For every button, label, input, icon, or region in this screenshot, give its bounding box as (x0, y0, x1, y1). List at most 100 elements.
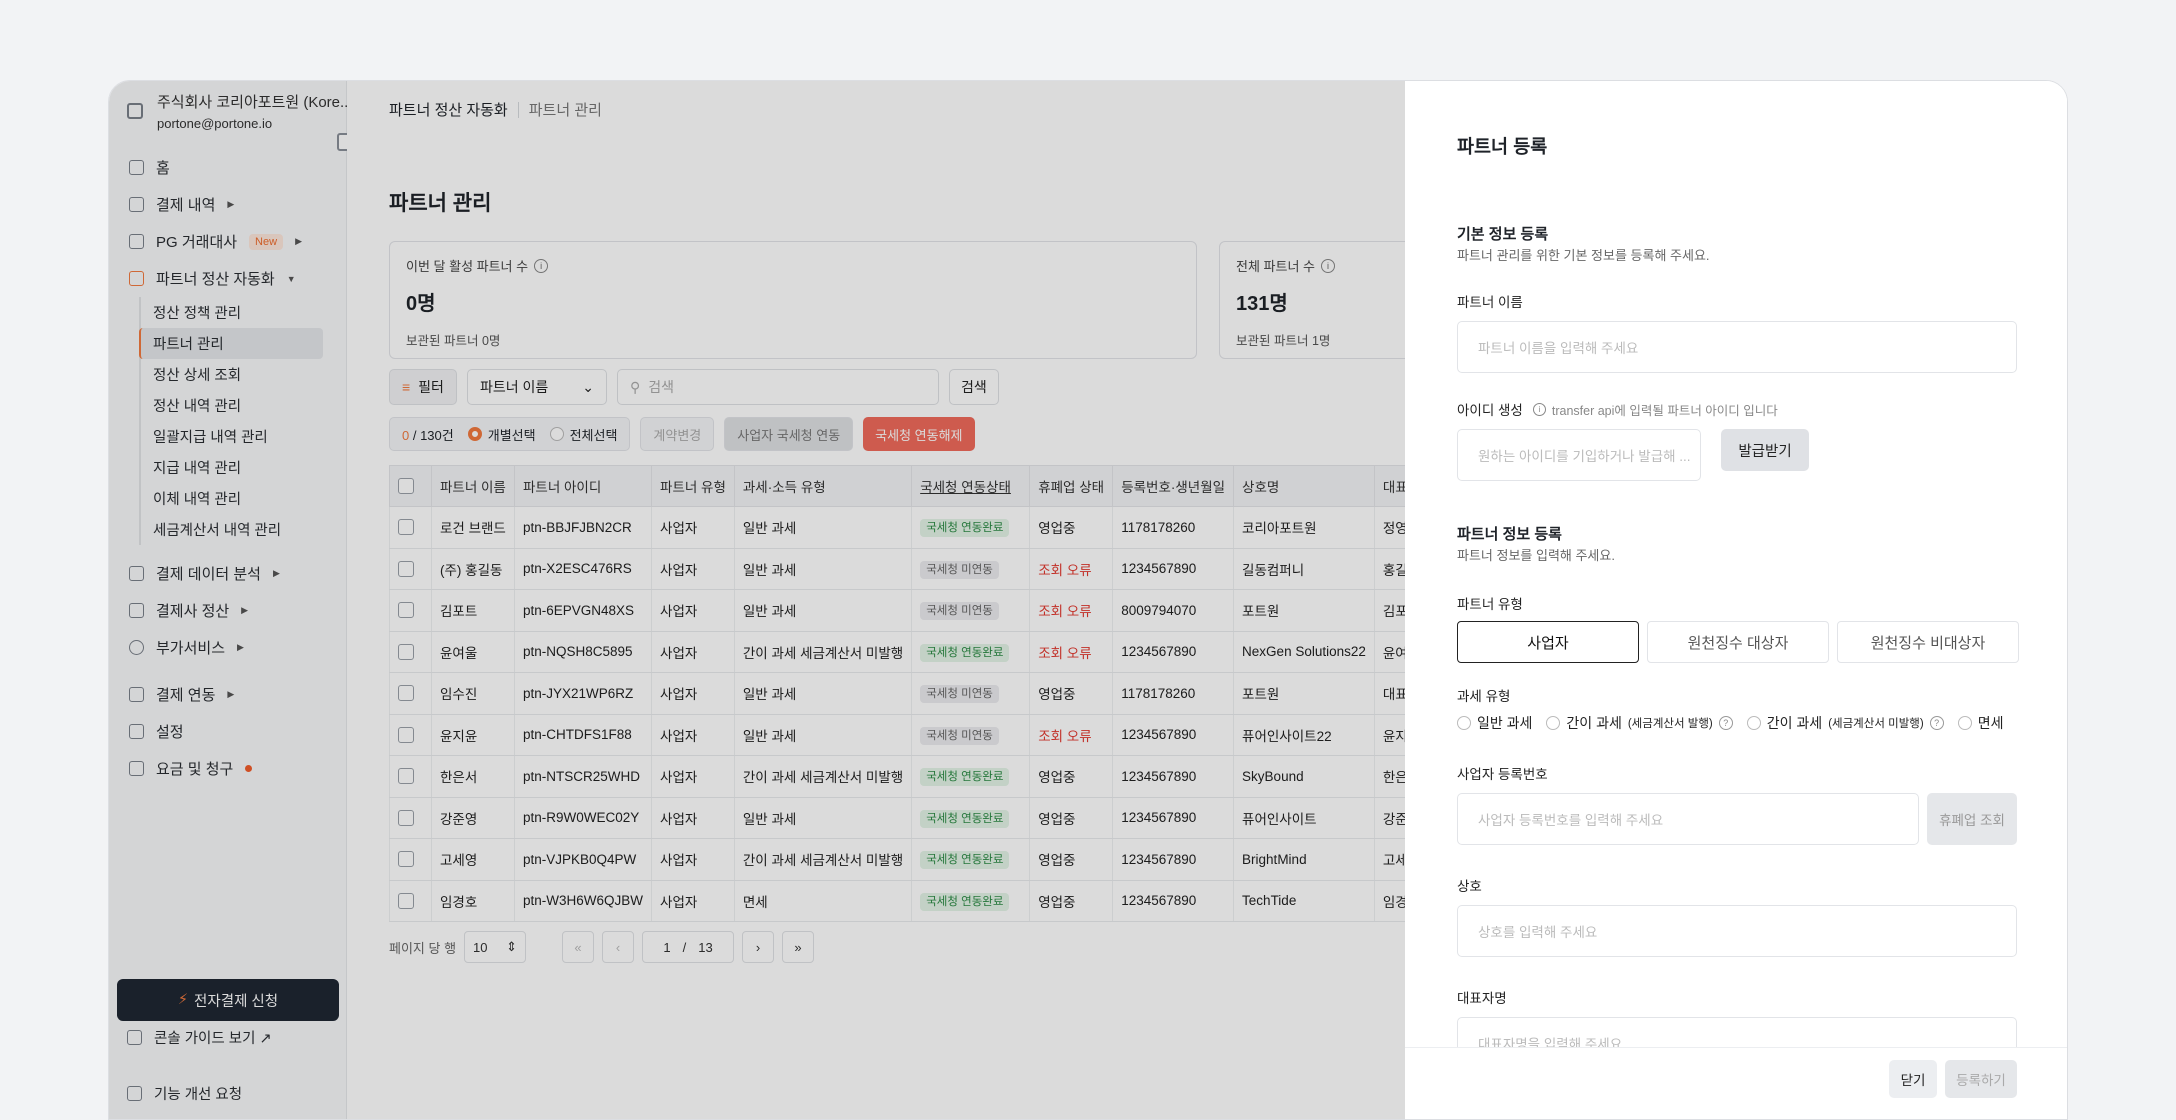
last-page-button[interactable]: » (782, 931, 815, 963)
row-checkbox[interactable] (398, 643, 414, 660)
table-row[interactable]: 임수진 ptn-JYX21WP6RZ 사업자 일반 과세 국세청 미연동 영업중 11781… (389, 672, 1435, 715)
type-option-non-withholding[interactable]: 원천징수 비대상자 (1837, 621, 2019, 663)
cell-reg-number: 1234567890 (1112, 548, 1234, 590)
col-reg-number[interactable]: 등록번호·생년월일 (1112, 465, 1235, 507)
biz-number-input[interactable]: 사업자 등록번호를 입력해 주세요 (1457, 793, 1919, 845)
nav-addons[interactable]: 부가서비스 ▶ (127, 629, 337, 666)
select-all-checkbox[interactable] (398, 478, 414, 495)
prev-page-button[interactable]: ‹ (602, 931, 635, 963)
nts-unlink-button[interactable]: 국세청 연동해제 (863, 417, 975, 451)
nav-billing[interactable]: 요금 및 청구 (127, 750, 337, 787)
table-row[interactable]: 로건 브랜드 ptn-BBJFJBN2CR 사업자 일반 과세 국세청 연동완료 영업중 1… (389, 506, 1435, 549)
sub-item-partner-mgmt[interactable]: 파트너 관리 (139, 328, 323, 359)
table-row[interactable]: 고세영 ptn-VJPKB0Q4PW 사업자 간이 과세 세금계산서 미발행 국세청 연… (389, 838, 1435, 881)
per-page-select[interactable]: 10 ⇕ (464, 931, 527, 963)
row-checkbox[interactable] (398, 560, 414, 577)
nav-pg-settlement[interactable]: 결제사 정산 ▶ (127, 592, 337, 629)
col-trade-name[interactable]: 상호명 (1233, 465, 1375, 507)
breadcrumb-parent[interactable]: 파트너 정산 자동화 (389, 102, 508, 119)
card-sub: 보관된 파트너 0명 (406, 334, 501, 348)
table-row[interactable]: 김포트 ptn-6EPVGN48XS 사업자 일반 과세 국세청 미연동 조회 오류 800… (389, 589, 1435, 632)
partner-name-input[interactable]: 파트너 이름을 입력해 주세요 (1457, 321, 2017, 373)
col-partner-name[interactable]: 파트너 이름 (431, 465, 515, 507)
table-row[interactable]: 윤여울 ptn-NQSH8C5895 사업자 간이 과세 세금계산서 미발행 국세청 연… (389, 631, 1435, 673)
row-checkbox[interactable] (398, 602, 414, 619)
type-option-withholding[interactable]: 원천징수 대상자 (1647, 621, 1829, 663)
contract-change-button[interactable]: 계약변경 (640, 417, 715, 451)
toggle-icon (129, 724, 144, 739)
sub-item-payout[interactable]: 지급 내역 관리 (153, 461, 242, 477)
sub-item-policy[interactable]: 정산 정책 관리 (153, 306, 242, 322)
sub-item-bulk-payout[interactable]: 일괄지급 내역 관리 (153, 430, 268, 446)
col-partner-type[interactable]: 파트너 유형 (651, 465, 735, 507)
nav-partner-settlement[interactable]: 파트너 정산 자동화 ▼ (127, 260, 337, 297)
apply-payment-button[interactable]: ⚡ 전자결제 신청 (117, 979, 339, 1021)
filter-button[interactable]: ≡ 필터 (389, 369, 457, 405)
page-input[interactable]: 1 / 13 (642, 931, 735, 963)
nts-status-tag: 국세청 연동완료 (920, 851, 1010, 870)
info-icon[interactable]: i (1320, 258, 1335, 273)
issue-id-button[interactable]: 발급받기 (1721, 429, 1809, 471)
sub-item-detail[interactable]: 정산 상세 조회 (153, 368, 242, 384)
nav-integration[interactable]: 결제 연동 ▶ (127, 676, 337, 713)
tax-radio-general[interactable]: 일반 과세 (1457, 713, 1532, 733)
trade-name-input[interactable]: 상호를 입력해 주세요 (1457, 905, 2017, 957)
row-checkbox[interactable] (398, 851, 414, 868)
partner-id-input[interactable]: 원하는 아이디를 기입하거나 발급해 ... (1457, 429, 1701, 481)
row-checkbox[interactable] (398, 768, 414, 785)
next-page-button[interactable]: › (742, 931, 775, 963)
feedback-link[interactable]: 기능 개선 요청 (127, 1083, 242, 1104)
col-business-status[interactable]: 휴폐업 상태 (1029, 465, 1114, 507)
row-checkbox[interactable] (398, 519, 414, 536)
table-row[interactable]: (주) 홍길동 ptn-X2ESC476RS 사업자 일반 과세 국세청 미연동 조회 오… (389, 548, 1435, 590)
row-checkbox[interactable] (398, 809, 414, 826)
row-checkbox[interactable] (398, 726, 414, 743)
nav-payments[interactable]: 결제 내역 ▶ (127, 186, 337, 223)
table-row[interactable]: 강준영 ptn-R9W0WEC02Y 사업자 일반 과세 국세청 연동완료 영업중 1234… (389, 797, 1435, 839)
radio-label: 전체선택 (569, 427, 618, 443)
console-guide-link[interactable]: 콘솔 가이드 보기 ↗ (127, 1027, 272, 1048)
nts-link-button[interactable]: 사업자 국세청 연동 (724, 417, 854, 451)
modal-backdrop[interactable] (109, 81, 1405, 1119)
nav-analytics[interactable]: 결제 데이터 분석 ▶ (127, 555, 337, 592)
register-button[interactable]: 등록하기 (1945, 1060, 2017, 1098)
tax-radio-exempt[interactable]: 면세 (1957, 713, 2003, 733)
col-tax-type[interactable]: 과세·소득 유형 (733, 465, 913, 507)
radio-all[interactable]: 전체선택 (549, 425, 618, 444)
table-row[interactable]: 임경호 ptn-W3H6W6QJBW 사업자 면세 국세청 연동완료 영업중 1234567… (389, 880, 1435, 922)
tax-radio-simple-noissue[interactable]: 간이 과세 (세금계산서 미발행)? (1746, 713, 1944, 733)
tax-radio-simple-issue[interactable]: 간이 과세 (세금계산서 발행)? (1546, 713, 1733, 733)
nav-home[interactable]: 홈 (127, 149, 337, 186)
clipboard-icon (129, 197, 144, 212)
col-partner-id[interactable]: 파트너 아이디 (513, 465, 653, 507)
nav-settings[interactable]: 설정 (127, 713, 337, 750)
row-checkbox-cell (389, 880, 432, 922)
close-button[interactable]: 닫기 (1889, 1060, 1937, 1098)
row-checkbox[interactable] (398, 892, 414, 909)
first-page-button[interactable]: « (562, 931, 595, 963)
nav-pg-reconcile[interactable]: PG 거래대사 New ▶ (127, 223, 337, 260)
org-switcher[interactable]: 주식회사 코리아포트원 (Kore... portone@portone.io (127, 91, 347, 131)
selection-control: 0 / 130건 개별선택 전체선택 (389, 417, 631, 451)
card-value: 0명 (406, 293, 436, 315)
row-checkbox[interactable] (398, 685, 414, 702)
help-icon[interactable]: ? (1929, 716, 1944, 730)
nav-label: 요금 및 청구 (156, 761, 234, 778)
sub-item-history[interactable]: 정산 내역 관리 (153, 399, 242, 415)
table-row[interactable]: 윤지윤 ptn-CHTDFS1F88 사업자 일반 과세 국세청 미연동 조회 오류 123… (389, 714, 1435, 756)
sub-item-tax-invoice[interactable]: 세금계산서 내역 관리 (153, 523, 282, 539)
col-nts-status[interactable]: 국세청 연동상태 (911, 465, 1031, 507)
pagination: 페이지 당 행 10 ⇕ « ‹ 1 / 13 › » (389, 931, 815, 963)
sub-item-transfer[interactable]: 이체 내역 관리 (153, 492, 242, 508)
radio-individual[interactable]: 개별선택 (467, 425, 536, 444)
search-input[interactable]: ⚲ 검색 (616, 369, 939, 405)
partner-section-subtitle: 파트너 정보를 입력해 주세요. (1457, 548, 1615, 563)
type-option-business[interactable]: 사업자 (1457, 621, 1639, 663)
table-row[interactable]: 한은서 ptn-NTSCR25WHD 사업자 간이 과세 세금계산서 미발행 국세청 연… (389, 755, 1435, 798)
info-icon[interactable]: i (534, 258, 549, 273)
search-field-select[interactable]: 파트너 이름 ⌄ (466, 369, 607, 405)
business-status-lookup-button[interactable]: 휴폐업 조회 (1927, 793, 2017, 845)
search-button[interactable]: 검색 (948, 369, 999, 405)
help-icon[interactable]: ? (1718, 716, 1733, 730)
message-icon (127, 1086, 142, 1101)
